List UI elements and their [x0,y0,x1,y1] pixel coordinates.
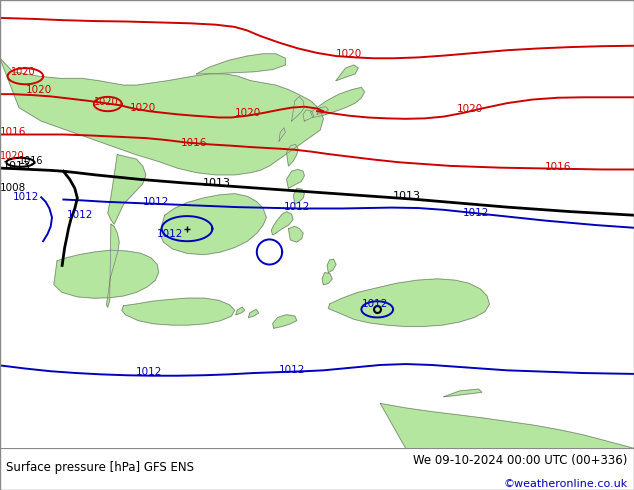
Polygon shape [197,54,285,74]
Polygon shape [249,309,259,318]
Text: 1012: 1012 [284,202,311,212]
Text: 1013: 1013 [203,178,231,188]
Text: 1013: 1013 [3,161,31,171]
Text: 1020: 1020 [130,102,156,113]
Polygon shape [287,170,304,188]
Text: 1012: 1012 [157,229,184,239]
Polygon shape [322,272,332,285]
Polygon shape [107,224,119,307]
Polygon shape [236,307,245,315]
Text: 1012: 1012 [136,367,163,377]
Polygon shape [288,226,303,242]
Polygon shape [271,212,293,235]
Polygon shape [292,97,304,121]
Text: 1016: 1016 [19,156,44,166]
Polygon shape [444,389,482,397]
Polygon shape [327,259,336,272]
Polygon shape [380,404,634,448]
Text: 1020: 1020 [456,104,482,114]
Polygon shape [273,315,297,328]
Text: 1016: 1016 [181,139,207,148]
Text: 1012: 1012 [67,210,93,220]
Text: 1020: 1020 [235,108,261,118]
Polygon shape [317,107,328,114]
Polygon shape [54,250,158,298]
Polygon shape [160,194,266,255]
Text: 1020: 1020 [336,49,362,59]
Polygon shape [279,128,285,141]
Polygon shape [311,87,365,118]
Polygon shape [336,65,358,81]
Polygon shape [108,155,146,224]
Text: 1020: 1020 [94,97,119,107]
Text: 1012: 1012 [279,366,306,375]
Text: 1016: 1016 [0,127,27,137]
Text: 1012: 1012 [143,197,169,207]
Polygon shape [328,279,489,326]
Text: 1008: 1008 [0,183,26,194]
Text: ©weatheronline.co.uk: ©weatheronline.co.uk [503,479,628,489]
Polygon shape [287,145,298,166]
Text: 1020: 1020 [11,67,36,77]
Polygon shape [303,110,314,121]
Polygon shape [0,0,323,175]
Text: 1016: 1016 [545,162,572,172]
Text: 1020: 1020 [25,85,51,95]
Text: 1013: 1013 [393,192,421,201]
Text: We 09-10-2024 00:00 UTC (00+336): We 09-10-2024 00:00 UTC (00+336) [413,454,628,467]
Text: 1012: 1012 [463,208,489,219]
Text: 1020: 1020 [0,151,25,161]
Text: 1012: 1012 [361,299,388,309]
Polygon shape [294,188,304,204]
Text: Surface pressure [hPa] GFS ENS: Surface pressure [hPa] GFS ENS [6,461,195,474]
Polygon shape [122,298,235,325]
Text: 1012: 1012 [13,192,39,202]
